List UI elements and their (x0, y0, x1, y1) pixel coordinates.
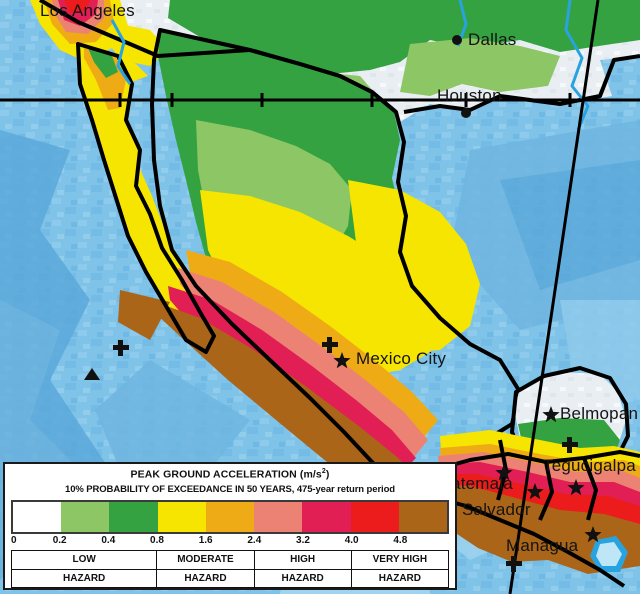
legend-category-very-high-line2: HAZARD (378, 572, 421, 584)
legend-subtitle: 10% PROBABILITY OF EXCEEDANCE IN 50 YEAR… (65, 483, 395, 495)
legend-category-row-level: LOW MODERATE HIGH VERY HIGH (11, 549, 449, 569)
capital-star-marker-managua (584, 526, 602, 543)
city-markers (333, 35, 602, 543)
legend-swatch-band-5 (254, 501, 303, 532)
legend-tick-4-0: 4.0 (344, 534, 359, 546)
legend-title-tail: ) (325, 468, 330, 481)
triangle-symbol (84, 368, 100, 380)
legend-category-moderate-line1: MODERATE (157, 550, 255, 569)
legend-category-high-line1: HIGH (255, 550, 352, 569)
legend-category-very-high-line1: VERY HIGH (372, 553, 428, 565)
legend-swatch-band-4 (205, 501, 255, 532)
legend-tick-0-8: 0.8 (150, 534, 164, 546)
legend-tick-labels: 0 0.2 0.4 0.8 1.6 2.4 3.2 4.0 4.8 (11, 535, 449, 550)
legend-tick-0-2: 0.2 (52, 534, 67, 546)
legend-tick-2-4: 2.4 (247, 534, 262, 546)
capital-star-marker-belmopan (542, 406, 560, 423)
legend-category-low-line1: LOW (12, 550, 158, 569)
capital-star-marker-tegucigalpa (567, 479, 585, 496)
legend-swatch-band-2 (109, 501, 158, 532)
legend-tick-1-6: 1.6 (198, 534, 213, 546)
legend-swatch-band-6 (302, 501, 351, 532)
legend-swatch-band-3 (157, 501, 206, 532)
legend-title: PEAK GROUND ACCELERATION (m/s2) (5, 468, 455, 481)
capital-star-marker-san-salvador (526, 483, 544, 500)
legend-swatch-band-8 (398, 501, 447, 532)
legend-swatch-band-0 (13, 501, 62, 532)
legend-category-high-line2: HAZARD (255, 569, 352, 587)
legend-swatch-band-7 (350, 501, 399, 532)
graticule-cross-marks (113, 337, 578, 572)
legend-swatch-band-1 (61, 501, 110, 532)
legend-colorbar (11, 499, 449, 534)
legend-tick-0: 0 (11, 534, 17, 546)
city-dot-marker-dallas (452, 35, 462, 45)
capital-star-marker-guatemala (495, 464, 513, 481)
capital-star-marker-mexico-city (333, 352, 351, 369)
border-central-america (429, 439, 640, 588)
border-baja (76, 42, 216, 354)
legend-tick-4-8: 4.8 (393, 534, 408, 546)
legend-tick-0-4: 0.4 (101, 534, 116, 546)
hazard-zone-central-america (430, 430, 640, 574)
legend-category-row-hazard: HAZARD HAZARD HAZARD HAZARD (11, 568, 449, 588)
legend-category-moderate-line2: HAZARD (157, 569, 255, 587)
city-dot-marker-houston (461, 108, 471, 118)
legend-category-low-line2: HAZARD (12, 569, 158, 587)
legend-title-superscript: 2 (321, 468, 326, 475)
legend-title-main: PEAK GROUND ACCELERATION (m/s (130, 468, 322, 481)
legend-panel: PEAK GROUND ACCELERATION (m/s2) 10% PROB… (3, 462, 457, 590)
legend-tick-3-2: 3.2 (296, 534, 310, 546)
